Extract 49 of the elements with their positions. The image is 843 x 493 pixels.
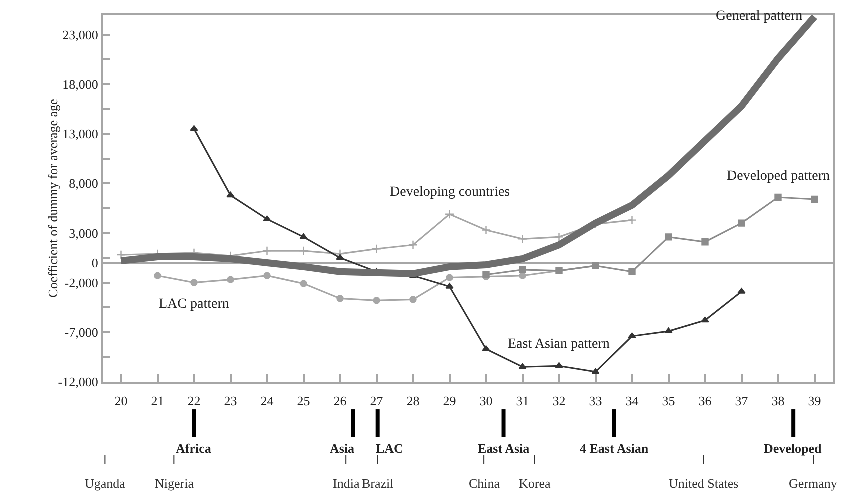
- y-tick-label: -7,000: [64, 324, 98, 340]
- y-axis-title: Coefficient of dummy for average age: [46, 98, 61, 298]
- y-tick-label: 13,000: [62, 126, 98, 142]
- y-tick-label: 23,000: [62, 27, 98, 42]
- x-tick-label: 26: [334, 394, 348, 409]
- ref-line-label: LAC: [376, 441, 404, 456]
- ref-line-label: Africa: [176, 441, 212, 456]
- x-tick-label: 38: [772, 394, 785, 409]
- x-tick-label: 23: [224, 394, 238, 409]
- x-tick-label: 27: [370, 394, 384, 409]
- annotation: East Asian pattern: [508, 337, 610, 352]
- x-tick-label: 25: [297, 394, 310, 409]
- x-tick-label: 24: [260, 394, 274, 409]
- x-tick-label: 39: [808, 394, 822, 409]
- ref-line-label: China: [469, 476, 500, 491]
- x-tick-label: 32: [552, 394, 566, 409]
- annotation: Developing countries: [390, 185, 510, 200]
- x-tick-label: 34: [626, 394, 640, 409]
- ref-line-label: Nigeria: [155, 476, 194, 491]
- ref-line-label: 4 East Asian: [580, 441, 650, 456]
- x-tick-label: 37: [735, 394, 749, 409]
- annotation: General pattern: [716, 9, 803, 24]
- y-tick-label: 0: [92, 256, 98, 271]
- x-tick-label: 35: [662, 394, 676, 409]
- x-tick-label: 28: [406, 394, 420, 409]
- ref-line-label: United States: [669, 476, 739, 491]
- y-tick-label: 3,000: [69, 226, 98, 241]
- x-tick-label: 22: [188, 394, 201, 409]
- x-tick-label: 29: [443, 394, 456, 409]
- y-tick-label: -2,000: [64, 275, 98, 290]
- x-tick-label: 21: [151, 394, 164, 409]
- ref-line-label: Developed: [764, 441, 823, 456]
- x-tick-label: 20: [114, 394, 128, 409]
- ref-line-label: Korea: [519, 476, 551, 491]
- y-tick-label: 18,000: [62, 76, 98, 92]
- x-tick-label: 30: [480, 394, 493, 409]
- ref-line-label: East Asia: [478, 441, 530, 456]
- ref-line-label: Brazil: [362, 476, 394, 491]
- ref-line-label: India: [333, 476, 360, 491]
- ref-line-label: Asia: [330, 441, 356, 456]
- y-tick-label: 8,000: [69, 176, 98, 192]
- x-tick-label: 31: [516, 394, 530, 409]
- x-tick-label: 36: [698, 394, 712, 409]
- ref-line-label: Germany: [789, 476, 838, 491]
- annotation: Developed pattern: [727, 169, 830, 184]
- annotation: LAC pattern: [159, 297, 230, 312]
- x-tick-label: 33: [589, 394, 602, 409]
- y-tick-label: -12,000: [58, 374, 98, 390]
- ref-line-label: Uganda: [85, 476, 126, 491]
